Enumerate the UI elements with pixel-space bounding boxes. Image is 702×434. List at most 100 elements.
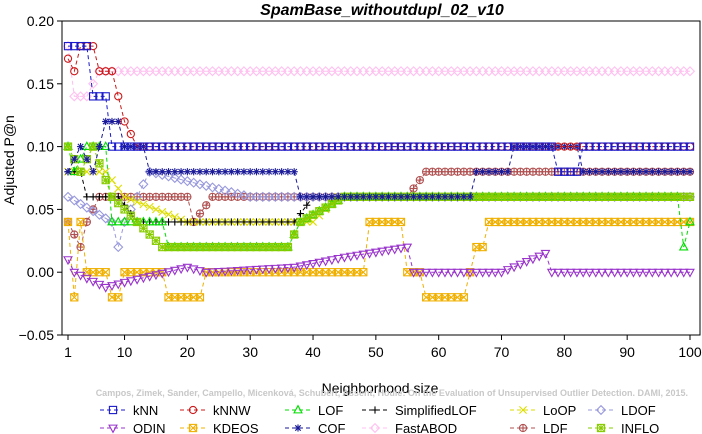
data-point <box>435 193 443 201</box>
data-point <box>516 142 525 151</box>
plot-frame <box>61 20 701 336</box>
data-point <box>635 142 644 151</box>
data-point <box>88 78 99 89</box>
watermark: Campos, Zimek, Sander, Campello, Micenko… <box>96 388 688 398</box>
data-point <box>144 272 155 282</box>
series-line <box>67 45 690 148</box>
data-point <box>553 142 563 151</box>
data-point <box>70 230 79 239</box>
data-point <box>352 251 362 261</box>
data-point <box>175 174 187 185</box>
data-point <box>81 274 92 284</box>
data-point <box>403 193 411 201</box>
data-point <box>196 168 204 176</box>
data-point <box>106 216 118 228</box>
y-tick-label: −0.05 <box>19 327 55 343</box>
data-point <box>190 218 198 226</box>
data-point <box>585 142 594 151</box>
data-point <box>546 268 557 278</box>
data-point <box>490 268 501 278</box>
data-point <box>402 243 413 253</box>
data-point <box>289 263 300 273</box>
data-point <box>233 142 242 151</box>
data-point <box>440 268 450 278</box>
data-point <box>252 142 261 151</box>
x-tick-label: 90 <box>619 344 635 360</box>
data-point <box>70 41 79 51</box>
legend-marker <box>371 406 379 414</box>
data-point <box>466 193 474 201</box>
data-point <box>611 168 619 176</box>
data-point <box>63 41 73 51</box>
x-tick-label: 40 <box>305 344 321 360</box>
data-point <box>328 193 336 201</box>
data-point <box>359 142 368 151</box>
data-point <box>623 142 632 151</box>
data-point <box>521 258 532 267</box>
data-point <box>283 142 293 151</box>
series-line <box>67 171 690 249</box>
data-point <box>89 193 97 201</box>
data-point <box>207 182 218 193</box>
data-point <box>604 168 612 176</box>
data-point <box>201 268 212 278</box>
data-point <box>653 268 664 278</box>
data-point <box>460 193 468 201</box>
data-point <box>535 142 544 151</box>
data-point <box>114 142 123 151</box>
data-point <box>409 142 418 151</box>
legend-marker <box>188 423 198 433</box>
data-point <box>170 142 179 151</box>
data-point <box>647 268 658 278</box>
data-point <box>114 92 123 101</box>
data-point <box>566 142 575 151</box>
data-point <box>515 260 526 270</box>
data-point <box>70 293 79 302</box>
data-point <box>378 193 386 201</box>
data-point <box>622 268 633 278</box>
legend-item: LDOF <box>588 403 656 418</box>
data-point <box>447 193 455 201</box>
series-cof <box>64 117 694 201</box>
legend-marker <box>518 423 528 433</box>
data-point <box>528 255 538 265</box>
data-point <box>88 142 98 151</box>
data-point <box>453 142 462 151</box>
data-point <box>113 241 124 253</box>
data-point <box>107 67 117 76</box>
data-point <box>522 142 531 151</box>
data-point <box>389 245 400 255</box>
data-point <box>685 216 695 226</box>
data-point <box>441 193 449 201</box>
data-point <box>347 193 355 201</box>
data-point <box>314 258 325 268</box>
data-point <box>503 142 512 151</box>
data-point <box>101 67 110 76</box>
data-point <box>188 265 199 275</box>
data-point <box>202 201 211 210</box>
data-point <box>76 143 85 151</box>
data-point <box>502 266 513 275</box>
data-point <box>221 168 229 176</box>
data-point <box>383 246 394 256</box>
data-point <box>315 193 323 201</box>
data-point <box>183 218 191 226</box>
data-point <box>63 142 73 151</box>
data-point <box>579 142 588 151</box>
data-point <box>227 218 235 226</box>
data-point <box>213 268 224 277</box>
data-point <box>365 193 374 201</box>
data-point <box>95 159 104 168</box>
data-point <box>667 168 675 176</box>
legend-item: SimplifiedLOF <box>362 403 477 418</box>
data-point <box>158 168 166 176</box>
data-point <box>504 168 512 176</box>
data-point <box>283 264 293 273</box>
data-point <box>188 177 199 188</box>
data-point <box>259 218 267 226</box>
data-point <box>409 193 418 201</box>
data-point <box>416 193 424 201</box>
data-point <box>446 268 457 278</box>
data-point <box>277 142 286 151</box>
